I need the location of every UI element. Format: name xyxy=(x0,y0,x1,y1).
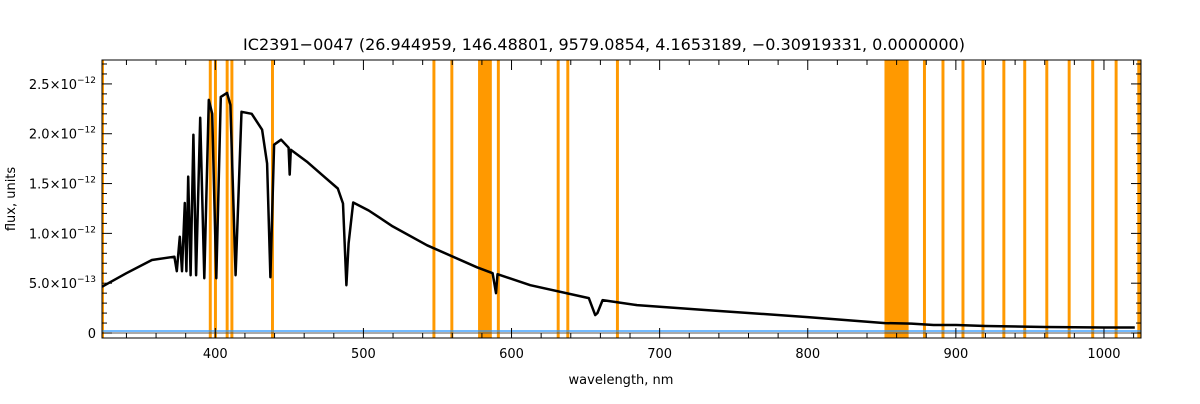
masked-band xyxy=(1091,60,1095,338)
x-tick-label: 500 xyxy=(351,347,376,362)
masked-band xyxy=(922,60,926,338)
masked-band xyxy=(1045,60,1049,338)
masked-bands xyxy=(102,60,1141,338)
y-tick-label: 5.0×10−13 xyxy=(29,275,96,292)
y-tick-label: 1.0×10−12 xyxy=(29,225,96,242)
flux-line xyxy=(101,91,1135,329)
x-tick-label: 1000 xyxy=(1087,347,1120,362)
masked-band xyxy=(615,60,619,338)
masked-band xyxy=(1067,60,1071,338)
masked-band xyxy=(450,60,454,338)
masked-band xyxy=(1114,60,1118,338)
y-tick-label: 1.5×10−12 xyxy=(29,176,96,193)
masked-band xyxy=(225,60,229,338)
masked-band xyxy=(1023,60,1027,338)
masked-band xyxy=(432,60,436,338)
masked-band xyxy=(478,60,492,338)
masked-band xyxy=(1137,60,1141,338)
masked-band xyxy=(556,60,560,338)
masked-band xyxy=(230,60,234,338)
plot-frame xyxy=(101,59,1142,339)
series-layer xyxy=(101,91,1141,332)
masked-band xyxy=(102,60,104,338)
x-tick-label: 900 xyxy=(943,347,968,362)
masked-band xyxy=(981,60,985,338)
masked-band xyxy=(961,60,965,338)
masked-band xyxy=(941,60,945,338)
chart-title: IC2391−0047 (26.944959, 146.48801, 9579.… xyxy=(243,35,965,54)
x-tick-label: 400 xyxy=(203,347,228,362)
y-tick-label: 2.5×10−12 xyxy=(29,76,96,93)
x-tick-label: 600 xyxy=(499,347,524,362)
x-axis-label: wavelength, nm xyxy=(569,373,674,388)
y-tick-label: 0 xyxy=(88,327,96,342)
masked-band xyxy=(1002,60,1006,338)
y-axis-label: flux, units xyxy=(4,167,19,232)
y-tick-label: 2.0×10−12 xyxy=(29,126,96,143)
x-tick-label: 700 xyxy=(647,347,672,362)
masked-band xyxy=(884,60,909,338)
axes: 400 500 600 700 800 900 1000 0 5.0×10−13 1.0×10−1… xyxy=(29,59,1142,362)
masked-band xyxy=(208,60,212,338)
x-tick-label: 800 xyxy=(795,347,820,362)
masked-band xyxy=(566,60,570,338)
masked-band xyxy=(496,60,500,338)
